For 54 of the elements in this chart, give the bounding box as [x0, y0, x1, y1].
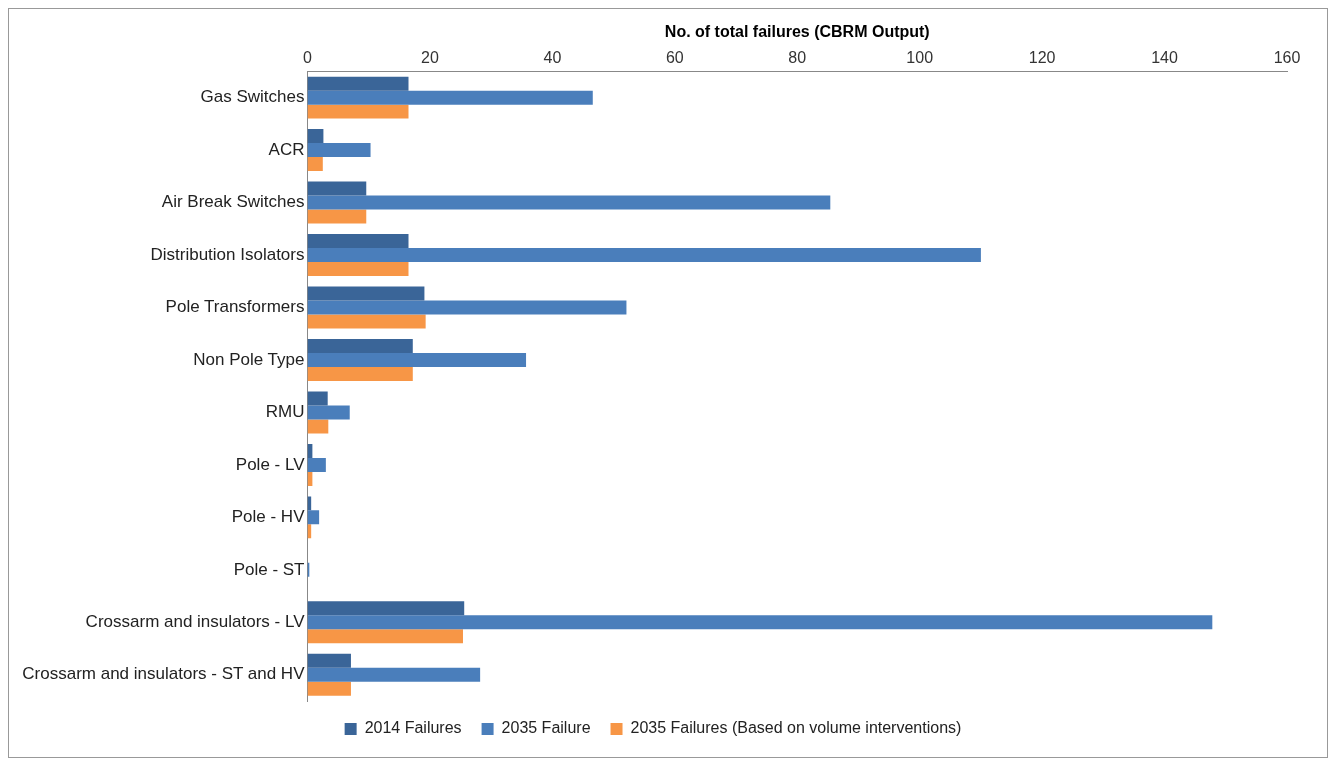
x-tick-label: 0 — [303, 49, 313, 67]
y-tick-label: Air Break Switches — [161, 192, 305, 212]
y-tick-label: ACR — [268, 139, 305, 159]
x-tick-label: 80 — [788, 49, 807, 67]
bar — [307, 338, 413, 353]
y-tick-label: Gas Switches — [200, 87, 305, 107]
bar — [307, 248, 981, 263]
bar — [307, 457, 326, 472]
y-tick-label: Pole - LV — [235, 454, 306, 474]
bar — [307, 681, 351, 696]
x-tick-label: 20 — [421, 49, 439, 67]
bar — [307, 76, 409, 91]
bar — [307, 143, 371, 158]
x-axis-title: No. of total failures (CBRM Output) — [664, 23, 930, 41]
y-tick-label: Distribution Isolators — [150, 244, 305, 264]
legend-label: 2035 Failure — [501, 719, 591, 737]
x-tick-label: 120 — [1028, 49, 1056, 67]
bar — [307, 667, 481, 682]
x-tick-label: 40 — [543, 49, 562, 67]
bar — [307, 366, 413, 381]
x-tick-label: 140 — [1151, 49, 1179, 67]
x-tick-label: 100 — [906, 49, 934, 67]
bar — [307, 653, 351, 668]
y-tick-label: RMU — [265, 402, 305, 422]
y-tick-label: Crossarm and insulators - ST and HV — [22, 664, 306, 684]
y-tick-label: Pole - ST — [233, 559, 305, 579]
y-tick-label: Crossarm and insulators - LV — [85, 611, 306, 631]
bar — [307, 601, 465, 616]
y-tick-label: Non Pole Type — [193, 349, 305, 369]
legend-label: 2035 Failures (Based on volume interventions) — [630, 719, 962, 737]
bar — [307, 104, 409, 119]
bar — [307, 286, 425, 301]
bar — [307, 300, 627, 315]
bar — [307, 314, 426, 329]
bar — [307, 615, 1213, 630]
bar — [307, 129, 324, 144]
bar — [307, 391, 328, 406]
legend-label: 2014 Failures — [364, 719, 462, 737]
y-tick-label: Pole Transformers — [165, 297, 305, 317]
y-tick-label: Pole - HV — [231, 507, 306, 527]
bar — [307, 510, 320, 525]
bar — [307, 262, 409, 277]
bar — [307, 352, 527, 367]
bar — [307, 195, 831, 210]
x-tick-label: 160 — [1273, 49, 1301, 67]
bar — [307, 629, 463, 644]
bar — [307, 419, 329, 434]
x-tick-label: 60 — [665, 49, 684, 67]
bar — [307, 209, 367, 224]
bar — [307, 181, 367, 196]
bar — [307, 90, 593, 105]
bar — [307, 234, 409, 249]
bar — [307, 157, 323, 172]
bar — [307, 405, 350, 420]
